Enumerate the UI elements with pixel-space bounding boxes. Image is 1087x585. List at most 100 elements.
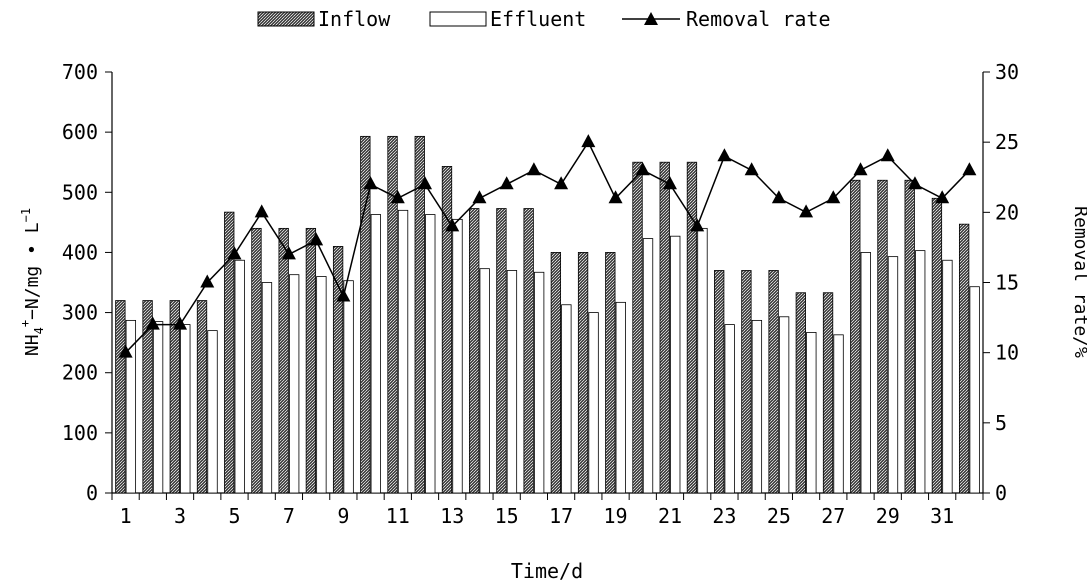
bar-effluent <box>561 304 572 494</box>
y-left-tick-label: 500 <box>62 180 98 204</box>
removal-rate-point <box>608 190 623 204</box>
bar-effluent <box>397 209 409 494</box>
bar-inflow <box>332 246 344 494</box>
removal-rate-point <box>309 232 324 246</box>
bar-effluent <box>887 256 899 494</box>
bar-effluent <box>343 280 354 494</box>
removal-rate-point <box>390 190 405 204</box>
x-tick-label: 23 <box>712 504 736 528</box>
removal-rate-point <box>853 162 868 176</box>
removal-rate-point <box>336 288 351 302</box>
legend-marker-removal-rate <box>644 12 658 25</box>
removal-rate-point <box>554 176 569 190</box>
removal-rate-point <box>962 162 977 176</box>
bar-inflow <box>958 223 970 494</box>
bar-inflow <box>659 161 670 494</box>
removal-rate-point <box>826 190 841 204</box>
bar-effluent <box>370 214 381 494</box>
bar-inflow <box>605 252 616 494</box>
x-tick-label: 25 <box>767 504 791 528</box>
x-tick-label: 29 <box>876 504 900 528</box>
bar-effluent <box>207 330 218 494</box>
y-right-tick-label: 15 <box>995 271 1019 295</box>
bar-inflow <box>877 179 888 494</box>
bar-inflow <box>904 179 915 494</box>
bar-effluent <box>915 250 926 494</box>
legend-swatch-effluent <box>429 11 487 27</box>
bar-effluent <box>724 324 735 494</box>
removal-rate-point <box>799 204 814 218</box>
bar-inflow <box>278 227 289 494</box>
bar-effluent <box>180 324 191 494</box>
bar-inflow <box>251 227 262 494</box>
x-tick-label: 3 <box>174 504 186 528</box>
removal-rate-point <box>445 218 460 232</box>
removal-rate-point <box>526 162 541 176</box>
y-right-tick-label: 5 <box>995 411 1007 435</box>
removal-rate-point <box>907 176 922 190</box>
removal-rate-point <box>472 190 487 204</box>
bar-effluent <box>778 316 790 494</box>
y-right-tick-label: 30 <box>995 60 1019 84</box>
removal-rate-point <box>662 176 677 190</box>
bar-inflow <box>632 161 643 494</box>
bar-effluent <box>425 214 436 494</box>
bar-inflow <box>360 135 371 494</box>
bar-inflow <box>741 270 752 494</box>
bar-inflow <box>822 292 834 494</box>
bar-effluent <box>261 282 273 494</box>
bar-inflow <box>850 179 861 494</box>
bar-effluent <box>125 319 137 494</box>
removal-rate-point <box>690 218 705 232</box>
x-tick-label: 27 <box>821 504 845 528</box>
bar-effluent <box>588 312 599 494</box>
y-right-tick-label: 0 <box>995 481 1007 505</box>
y-left-tick-label: 0 <box>86 481 98 505</box>
removal-rate-point <box>635 162 650 176</box>
x-tick-label: 5 <box>228 504 240 528</box>
x-axis-title: Time/d <box>511 559 583 583</box>
bar-inflow <box>686 161 698 494</box>
bar-effluent <box>615 301 626 494</box>
removal-rate-point <box>744 162 759 176</box>
x-tick-label: 9 <box>337 504 349 528</box>
bar-inflow <box>305 227 317 494</box>
removal-rate-point <box>935 190 950 204</box>
removal-rate-series <box>118 134 977 358</box>
x-tick-label: 1 <box>120 504 132 528</box>
removal-rate-point <box>281 246 296 260</box>
bar-inflow <box>714 270 725 494</box>
y-left-tick-label: 600 <box>62 120 98 144</box>
bar-effluent <box>806 332 817 494</box>
bar-effluent <box>452 218 463 494</box>
y-axis-title-right: Removal rate/% <box>1070 206 1087 358</box>
legend-label-effluent: Effluent <box>490 7 586 31</box>
bar-effluent <box>697 227 708 494</box>
x-tick-label: 19 <box>604 504 628 528</box>
bar-inflow <box>414 135 425 494</box>
removal-rate-point <box>499 176 514 190</box>
bar-effluent <box>289 274 300 494</box>
bar-effluent <box>670 235 681 494</box>
bar-inflow <box>550 252 562 494</box>
bar-inflow <box>931 197 943 494</box>
legend-label-removal-rate: Removal rate <box>686 7 831 31</box>
bar-effluent <box>506 270 518 494</box>
y-axis-title-left: NH4+−N/mg • L−1 <box>18 208 46 356</box>
legend-label-inflow: Inflow <box>318 7 391 31</box>
bars <box>115 135 980 494</box>
removal-rate-point <box>173 316 188 330</box>
bar-effluent <box>942 259 953 494</box>
bar-inflow <box>577 252 589 494</box>
removal-rate-point <box>581 134 596 148</box>
y-left-tick-label: 100 <box>62 421 98 445</box>
x-tick-label: 15 <box>495 504 519 528</box>
bar-effluent <box>479 268 490 494</box>
bar-effluent <box>833 334 844 494</box>
x-tick-label: 17 <box>549 504 573 528</box>
bar-inflow <box>469 208 480 494</box>
bar-effluent <box>969 286 980 494</box>
bar-effluent <box>860 252 871 494</box>
bar-inflow <box>496 208 507 494</box>
